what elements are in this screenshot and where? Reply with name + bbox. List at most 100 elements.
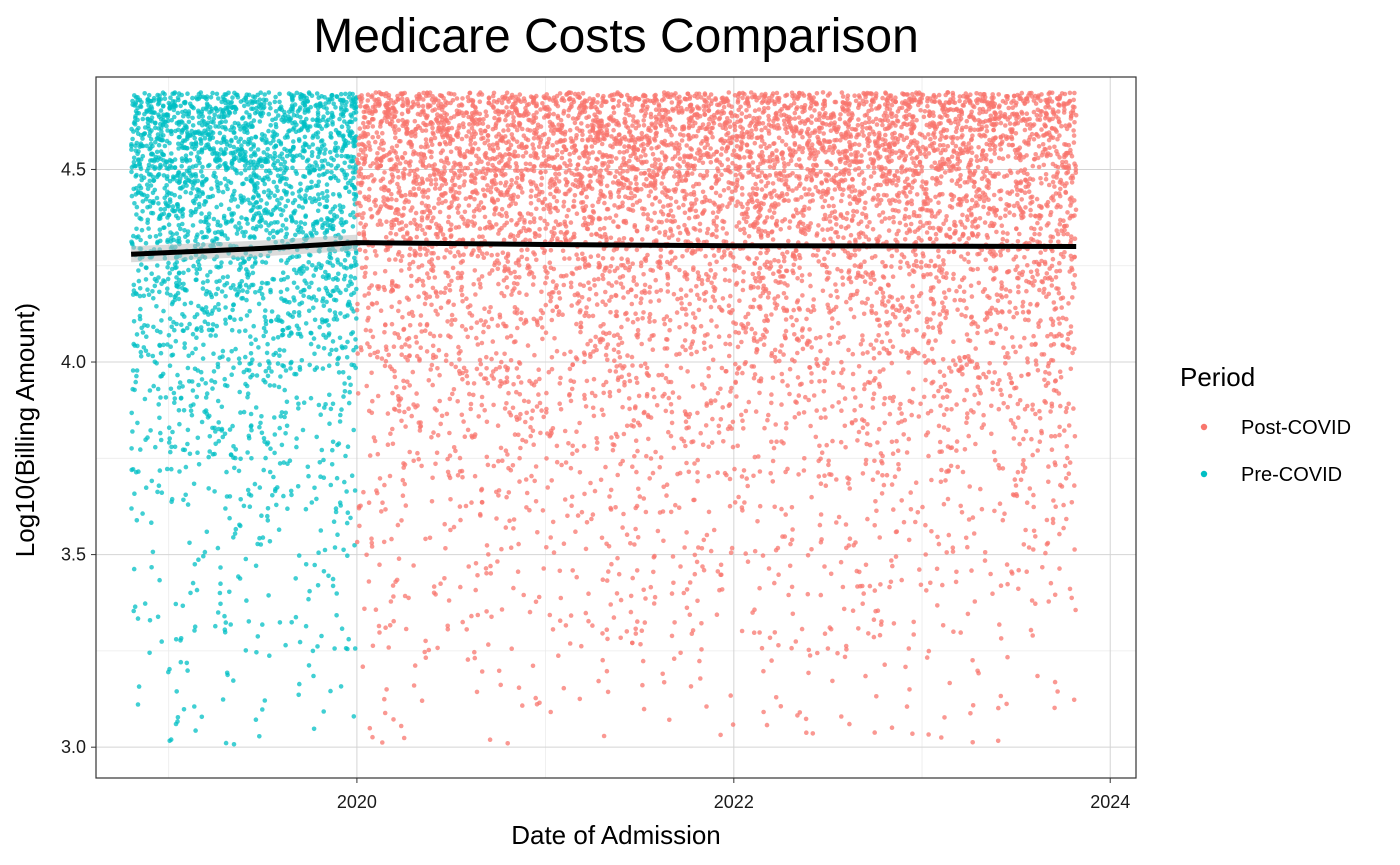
data-point — [268, 318, 274, 324]
data-point — [348, 112, 354, 118]
data-point — [245, 289, 250, 295]
data-point — [213, 291, 219, 297]
series-pre-covid — [129, 90, 359, 747]
data-point — [280, 114, 286, 120]
data-point — [202, 549, 208, 555]
data-point — [628, 541, 633, 546]
data-point — [809, 345, 814, 350]
data-point — [635, 119, 640, 124]
data-point — [176, 97, 181, 103]
data-point — [227, 427, 233, 432]
data-point — [185, 502, 191, 507]
data-point — [745, 483, 750, 489]
data-point — [247, 504, 253, 510]
data-point — [316, 173, 322, 178]
data-point — [889, 439, 895, 445]
data-point — [138, 173, 144, 179]
data-point — [153, 234, 159, 239]
data-point — [825, 302, 830, 308]
data-point — [218, 565, 223, 570]
data-point — [228, 198, 234, 203]
data-point — [135, 95, 140, 100]
data-point — [181, 707, 187, 712]
data-point — [159, 212, 164, 217]
data-point — [230, 95, 235, 100]
data-point — [200, 191, 206, 197]
data-point — [245, 197, 251, 203]
data-point — [199, 419, 205, 425]
data-point — [218, 202, 224, 207]
data-point — [279, 228, 284, 233]
data-point — [161, 342, 166, 348]
data-point — [630, 464, 635, 470]
data-point — [302, 278, 308, 284]
data-point — [1030, 407, 1035, 412]
data-point — [153, 444, 158, 450]
data-point — [253, 200, 259, 205]
data-point — [307, 195, 313, 201]
data-point — [311, 673, 316, 679]
data-point — [237, 158, 242, 163]
data-point — [138, 349, 144, 355]
data-point — [323, 285, 329, 291]
data-point — [294, 254, 300, 259]
data-point — [264, 281, 269, 286]
data-point — [657, 230, 662, 235]
data-point — [156, 114, 162, 120]
data-point — [453, 364, 459, 370]
data-point — [314, 297, 319, 303]
data-point — [644, 453, 649, 459]
data-point — [897, 199, 902, 204]
data-point — [190, 580, 196, 586]
data-point — [567, 366, 573, 372]
data-point — [315, 183, 321, 188]
data-point — [307, 588, 312, 594]
data-point — [736, 107, 741, 113]
data-point — [843, 522, 849, 527]
data-point — [262, 92, 268, 97]
data-point — [175, 715, 181, 720]
data-point — [250, 217, 256, 223]
data-point — [147, 618, 153, 623]
data-point — [1048, 239, 1053, 244]
data-point — [536, 594, 542, 600]
data-point — [157, 93, 162, 98]
data-point — [1063, 476, 1069, 481]
data-point — [173, 338, 179, 344]
data-point — [258, 542, 264, 547]
data-point — [309, 153, 315, 158]
data-point — [906, 370, 911, 375]
data-point — [261, 436, 267, 441]
data-point — [194, 312, 200, 317]
data-point — [290, 191, 295, 196]
data-point — [501, 128, 506, 133]
data-point — [529, 473, 534, 479]
data-point — [948, 463, 954, 469]
data-point — [472, 141, 478, 146]
data-point — [165, 114, 171, 120]
data-point — [334, 153, 340, 158]
data-point — [656, 298, 662, 303]
data-point — [865, 516, 870, 522]
data-point — [315, 134, 321, 140]
data-point — [331, 519, 337, 524]
data-point — [1066, 401, 1071, 407]
data-point — [616, 99, 622, 104]
data-point — [941, 221, 946, 227]
data-point — [352, 186, 358, 191]
data-point — [137, 286, 143, 291]
data-point — [780, 138, 785, 144]
data-point — [296, 189, 302, 194]
data-point — [239, 143, 244, 148]
data-point — [276, 384, 282, 390]
data-point — [161, 133, 166, 138]
data-point — [193, 141, 199, 147]
data-point — [201, 202, 207, 207]
data-point — [389, 536, 394, 542]
data-point — [134, 518, 140, 523]
data-point — [194, 326, 200, 331]
data-point — [752, 331, 758, 336]
data-point — [775, 545, 781, 551]
data-point — [320, 172, 326, 177]
data-point — [307, 362, 313, 368]
